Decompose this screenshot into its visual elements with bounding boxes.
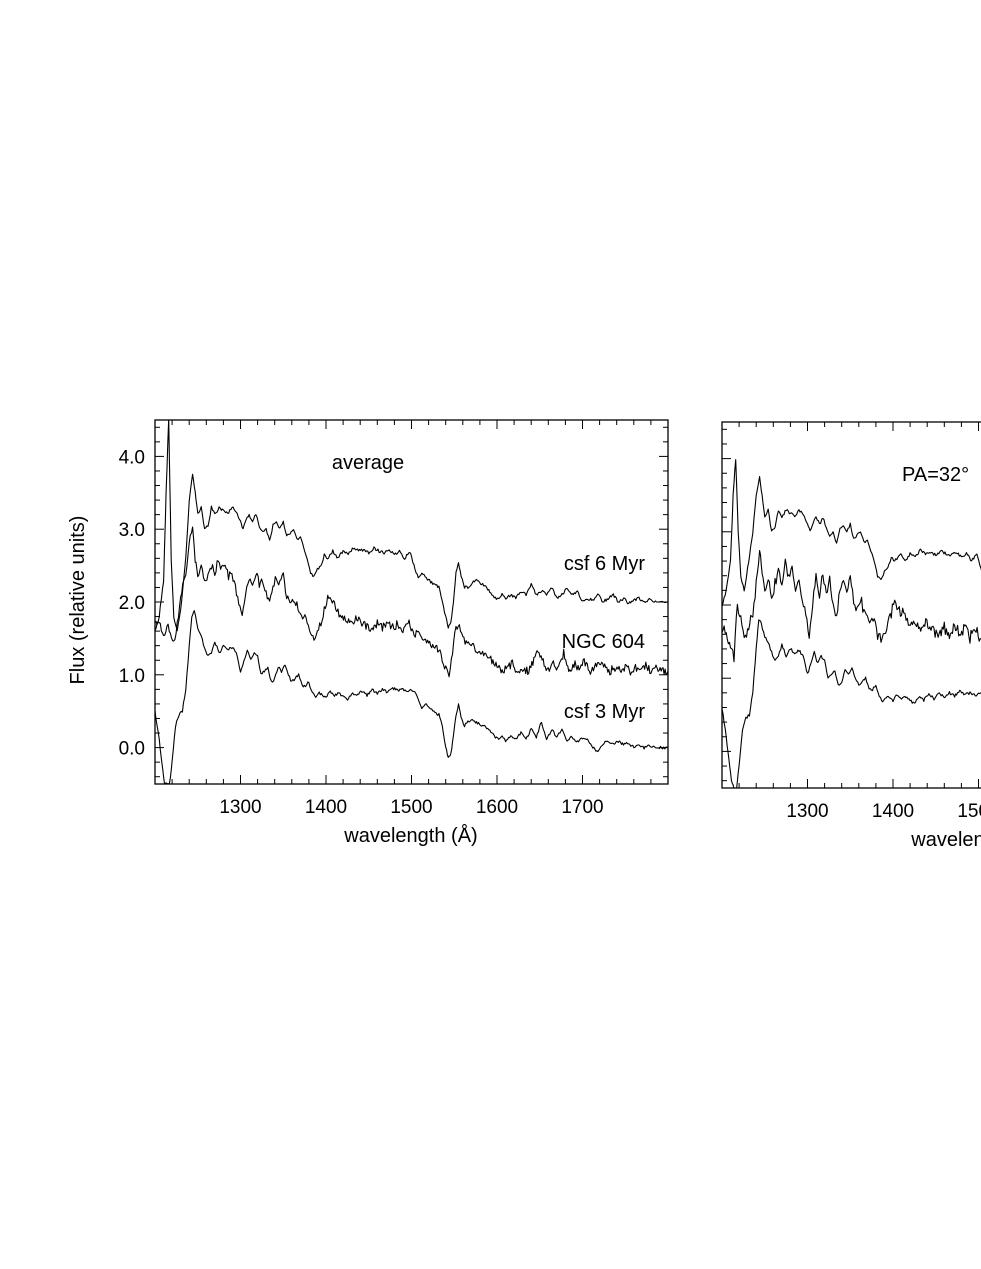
x-tick-label: 1500 — [957, 801, 981, 822]
series-lines — [722, 459, 981, 788]
series-label-csf-6-myr: csf 6 Myr — [564, 553, 645, 575]
axis-ticks — [721, 422, 979, 788]
series-line-1 — [722, 459, 981, 607]
panel-label: PA=32° — [902, 464, 969, 486]
series-label-ngc-604: NGC 604 — [562, 631, 645, 653]
x-tick-label: 1400 — [305, 797, 347, 818]
y-tick-label: 3.0 — [119, 520, 145, 541]
x-tick-label: 1600 — [476, 797, 518, 818]
y-tick-labels: 0.0 1.0 2.0 3.0 4.0 — [119, 447, 145, 759]
series-line-3 — [722, 619, 981, 788]
panel-average: 1300 1400 1500 1600 1700 0.0 1.0 2.0 3.0 4.0 ave… — [67, 419, 669, 847]
x-tick-label: 1500 — [390, 797, 432, 818]
series-line-ngc-604 — [155, 526, 668, 678]
x-tick-label: 1700 — [561, 797, 603, 818]
y-tick-label: 4.0 — [119, 447, 145, 468]
series-line-csf-3-myr — [155, 610, 668, 784]
x-tick-labels: 1300 1400 1500 1600 1700 — [219, 797, 603, 818]
x-axis-label: wavelength (Å) — [343, 824, 477, 847]
series-line-csf-6-myr — [155, 420, 668, 632]
series-lines — [155, 420, 668, 784]
series-line-2 — [722, 550, 981, 663]
plot-frame — [154, 419, 669, 785]
y-tick-label: 0.0 — [119, 739, 145, 760]
series-label-csf-3-myr: csf 3 Myr — [564, 701, 645, 723]
axis-ticks — [154, 420, 669, 784]
y-tick-label: 1.0 — [119, 666, 145, 687]
panel-label: average — [332, 452, 404, 474]
x-tick-label: 1300 — [219, 797, 261, 818]
x-axis-label: wavelength (Å) — [910, 828, 981, 851]
y-tick-label: 2.0 — [119, 593, 145, 614]
x-tick-label: 1300 — [786, 801, 828, 822]
x-tick-label: 1400 — [872, 801, 914, 822]
y-axis-label: Flux (relative units) — [67, 516, 89, 685]
